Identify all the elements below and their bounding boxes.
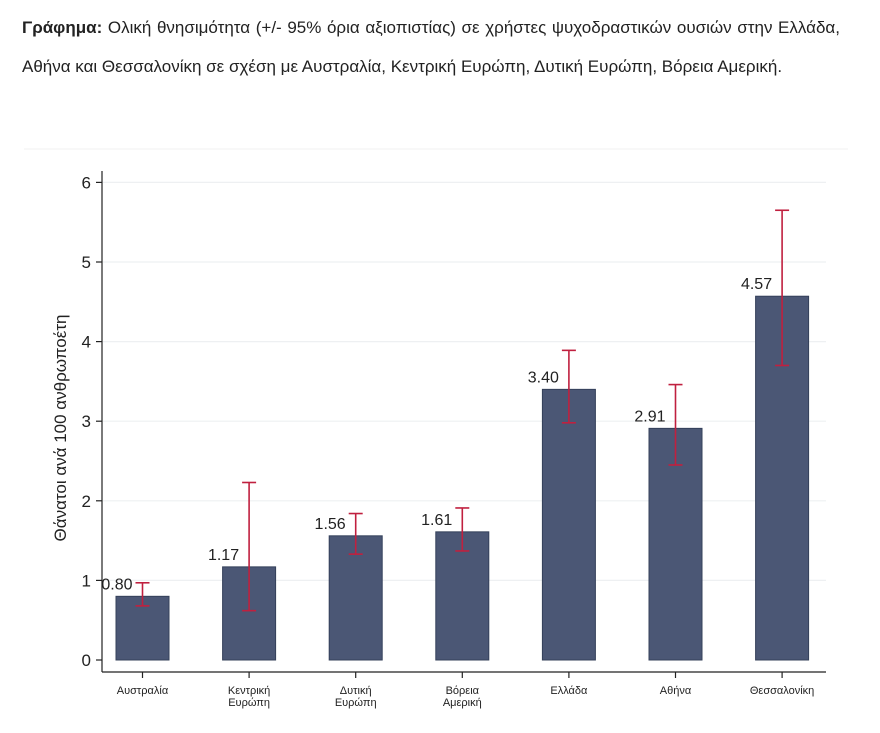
caption-label: Γράφημα:	[22, 18, 103, 37]
figure-caption: Γράφημα: Ολική θνησιμότητα (+/- 95% όρια…	[22, 8, 840, 86]
value-label: 2.91	[634, 408, 665, 425]
y-tick-label: 0	[82, 651, 91, 670]
error-bar	[348, 512, 363, 555]
error-bar	[668, 383, 683, 466]
value-label: 3.40	[528, 369, 559, 386]
error-bars	[135, 209, 790, 612]
y-tick-label: 1	[82, 571, 91, 590]
x-tick-label: Θεσσαλονίκη	[750, 685, 814, 697]
value-label: 1.56	[315, 516, 346, 533]
value-labels: 0.80 1.17 1.56 1.61 3.40 2.91 4.57	[101, 276, 772, 593]
y-tick-label: 2	[82, 492, 91, 511]
y-tick-label: 4	[82, 333, 91, 352]
value-label: 4.57	[741, 276, 772, 293]
y-tick-label: 5	[82, 253, 91, 272]
x-tick-label: Αθήνα	[660, 685, 692, 697]
value-label: 1.17	[208, 547, 239, 564]
y-axis-title: Θάνατοι ανά 100 ανθρωποέτη	[51, 315, 70, 542]
x-tick-label: Αμερική	[443, 697, 482, 709]
y-ticks: 0 1 2 3 4 5 6	[82, 173, 102, 670]
bar	[648, 427, 703, 661]
x-tick-label: Αυστραλία	[117, 685, 169, 697]
value-label: 1.61	[421, 512, 452, 529]
error-bar	[135, 581, 150, 607]
x-tick-label: Ευρώπη	[335, 697, 377, 709]
bar	[115, 595, 170, 661]
bar	[541, 388, 596, 661]
error-bar	[775, 209, 790, 367]
caption-text: Ολική θνησιμότητα (+/- 95% όρια αξιοπιστ…	[22, 18, 840, 76]
y-tick-label: 6	[82, 173, 91, 192]
error-bar	[242, 481, 257, 612]
bars	[115, 295, 810, 661]
error-bar	[561, 349, 576, 424]
x-ticks: Αυστραλία ΚεντρικήΕυρώπηΔυτικήΕυρώπηΒόρει…	[117, 672, 814, 709]
x-tick-label: Δυτική	[340, 685, 372, 697]
y-tick-label: 3	[82, 412, 91, 431]
x-tick-label: Κεντρική	[228, 685, 270, 697]
value-label: 0.80	[101, 576, 132, 593]
gridlines	[103, 181, 826, 582]
error-bar	[455, 507, 470, 552]
x-tick-label: Ελλάδα	[550, 685, 588, 697]
x-tick-label: Βόρεια	[446, 685, 480, 697]
x-tick-label: Ευρώπη	[228, 697, 270, 709]
